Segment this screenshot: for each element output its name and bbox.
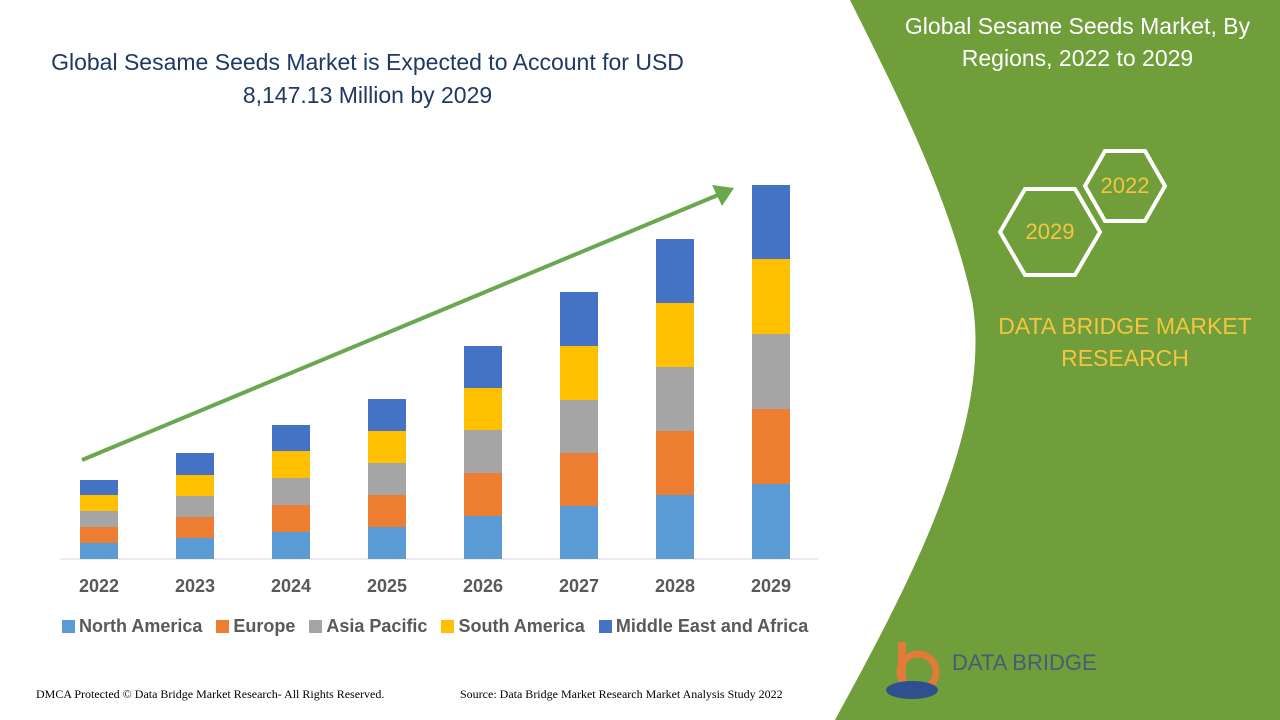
bar-segment [560,506,598,559]
source: Source: Data Bridge Market Research Mark… [460,687,783,701]
legend-item: Asia Pacific [309,616,427,637]
legend: North America Europe Asia Pacific South Ame… [62,616,808,637]
copyright: DMCA Protected © Data Bridge Market Rese… [36,687,385,701]
logo-mark [886,642,940,699]
hexagon [997,187,1103,277]
bar-segment [176,517,214,538]
bar-segment [368,527,406,559]
bar-segment [368,463,406,495]
legend-swatch [441,620,455,633]
bar-segment [656,495,694,559]
trend-arrow [81,193,719,462]
x-tick-label: 2026 [463,576,503,596]
bar-segment [752,409,790,484]
bar-segment [176,496,214,517]
bar-segment [656,303,694,367]
bar-segment [560,453,598,506]
bar-segment [80,511,118,527]
bar-segment [272,505,310,532]
hexagon-label: 2022 [1101,173,1150,198]
x-tick-label: 2025 [367,576,407,596]
bar-segment [272,425,310,451]
bar-segment [560,292,598,346]
bars [80,185,790,559]
bar-segment [656,367,694,431]
x-tick-label: 2027 [559,576,599,596]
bar-segment [80,495,118,511]
x-tick-label: 2029 [751,576,791,596]
chart-title: Global Sesame Seeds Market is Expected t… [51,49,684,108]
bar-segment [80,527,118,543]
legend-label: South America [458,616,585,636]
bar-segment [368,431,406,463]
bar-segment [176,453,214,475]
bar-segment [272,532,310,559]
x-tick-label: 2022 [79,576,119,596]
x-tick-label: 2024 [271,576,311,596]
legend-label: North America [79,616,203,636]
bar-segment [272,478,310,505]
trend-arrow-head [712,185,734,206]
bar-segment [752,484,790,559]
side-panel-bg [835,0,1280,720]
legend-item: South America [441,616,585,637]
bar-segment [176,538,214,559]
bar-segment [464,430,502,473]
side-title: Global Sesame Seeds Market, By Regions, … [904,13,1251,71]
bar-segment [176,475,214,496]
legend-item: Middle East and Africa [598,616,809,637]
x-tick-label: 2023 [175,576,215,596]
bar-segment [656,431,694,495]
bar-segment [368,495,406,527]
bar-segment [560,400,598,453]
bar-segment [752,334,790,409]
bar-segment [752,185,790,259]
bar-segment [464,346,502,388]
logo-text: DATA BRIDGE [952,650,1097,675]
bar-segment [560,346,598,400]
bar-segment [272,451,310,478]
legend-swatch [216,620,230,633]
bar-segment [368,399,406,431]
legend-item: Europe [216,616,295,637]
bar-segment [464,388,502,430]
legend-swatch [62,620,75,633]
x-tick-label: 2028 [655,576,695,596]
bar-segment [80,480,118,495]
bar-segment [464,516,502,559]
bar-segment [752,259,790,334]
legend-label: Middle East and Africa [615,616,809,636]
bar-segment [656,239,694,303]
legend-swatch [309,620,323,633]
hexagon [1082,149,1168,223]
legend-item: North America [62,616,202,637]
legend-label: Europe [233,616,296,636]
brand-text: DATA BRIDGE MARKET RESEARCH [998,313,1252,371]
legend-swatch [598,620,612,633]
hexagon-label: 2029 [1026,219,1075,244]
legend-label: Asia Pacific [326,616,428,636]
bar-segment [464,473,502,516]
bar-segment [80,543,118,559]
